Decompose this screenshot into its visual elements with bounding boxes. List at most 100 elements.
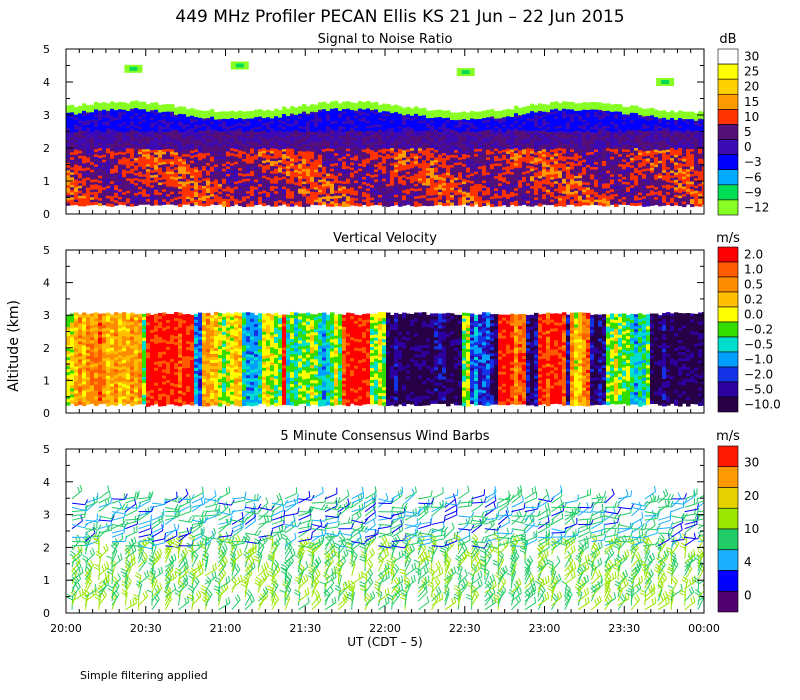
snr-cell bbox=[334, 145, 339, 149]
snr-cell bbox=[342, 141, 347, 145]
snr-cell bbox=[362, 151, 367, 155]
snr-cell bbox=[338, 160, 343, 164]
snr-cell bbox=[214, 144, 219, 148]
snr-cell bbox=[406, 146, 411, 150]
snr-cell bbox=[482, 183, 487, 187]
snr-cell bbox=[462, 164, 467, 168]
snr-cell bbox=[542, 119, 547, 123]
snr-cell bbox=[394, 107, 399, 111]
snr-cell bbox=[190, 113, 195, 117]
snr-cell bbox=[510, 156, 515, 160]
snr-cell bbox=[482, 138, 487, 142]
snr-cell bbox=[386, 203, 391, 207]
snr-cell bbox=[114, 192, 119, 196]
snr-cell bbox=[266, 139, 271, 143]
snr-cell bbox=[466, 180, 471, 184]
snr-cell bbox=[410, 130, 415, 134]
snr-cell bbox=[402, 117, 407, 121]
snr-cell bbox=[534, 127, 539, 131]
snr-cell bbox=[86, 157, 91, 161]
snr-cell bbox=[450, 130, 455, 134]
snr-cell bbox=[550, 167, 555, 171]
snr-cell bbox=[110, 153, 115, 157]
snr-cell bbox=[158, 112, 163, 116]
snr-cell bbox=[302, 199, 307, 203]
snr-cell bbox=[446, 172, 451, 176]
snr-cell bbox=[258, 154, 263, 158]
snr-cell bbox=[110, 123, 115, 127]
snr-cell bbox=[70, 157, 75, 161]
snr-cell bbox=[258, 121, 263, 125]
snr-cell bbox=[90, 174, 95, 178]
snr-cell bbox=[230, 153, 235, 157]
snr-cell bbox=[262, 160, 267, 164]
snr-cell bbox=[134, 145, 139, 149]
snr-cell bbox=[350, 150, 355, 154]
snr-cell bbox=[482, 125, 487, 129]
snr-cell bbox=[178, 133, 183, 137]
snr-cell bbox=[70, 167, 75, 171]
snr-cell bbox=[554, 138, 559, 142]
snr-cell bbox=[126, 153, 131, 157]
snr-cell bbox=[102, 187, 107, 191]
snr-cell bbox=[302, 181, 307, 185]
snr-cell bbox=[302, 154, 307, 158]
snr-cell bbox=[134, 177, 139, 181]
snr-cell bbox=[310, 171, 315, 175]
snr-cell bbox=[558, 145, 563, 149]
snr-cell bbox=[182, 199, 187, 203]
snr-cell bbox=[562, 146, 567, 150]
snr-cell bbox=[394, 144, 399, 148]
snr-cell bbox=[146, 159, 151, 163]
snr-cell bbox=[254, 109, 259, 113]
snr-cell bbox=[274, 118, 279, 122]
snr-cell bbox=[402, 130, 407, 134]
snr-cell bbox=[358, 118, 363, 122]
snr-cell bbox=[506, 203, 511, 207]
snr-cell bbox=[402, 145, 407, 149]
snr-cell bbox=[222, 198, 227, 202]
snr-cell bbox=[230, 148, 235, 152]
snr-cell bbox=[394, 129, 399, 133]
snr-cell bbox=[238, 150, 243, 154]
snr-cell bbox=[222, 196, 227, 200]
snr-cell bbox=[158, 155, 163, 159]
snr-cell bbox=[82, 128, 87, 132]
snr-cell bbox=[398, 178, 403, 182]
snr-cell bbox=[286, 141, 291, 145]
snr-cell bbox=[522, 151, 527, 155]
snr-cell bbox=[494, 168, 499, 172]
snr-cell bbox=[318, 114, 323, 118]
snr-cell bbox=[382, 126, 387, 130]
snr-cell bbox=[146, 116, 151, 120]
snr-cell bbox=[474, 174, 479, 178]
snr-cell bbox=[334, 110, 339, 114]
snr-cell bbox=[174, 147, 179, 151]
snr-cell bbox=[106, 145, 111, 149]
snr-cell bbox=[390, 143, 395, 147]
snr-cell bbox=[522, 174, 527, 178]
snr-cell bbox=[170, 131, 175, 135]
snr-cell bbox=[566, 124, 571, 128]
snr-cell bbox=[378, 177, 383, 181]
snr-cell bbox=[498, 135, 503, 139]
snr-cell bbox=[406, 174, 411, 178]
snr-cell bbox=[154, 192, 159, 196]
snr-cell bbox=[566, 111, 571, 115]
snr-cell bbox=[350, 175, 355, 179]
snr-cell bbox=[534, 132, 539, 136]
snr-cell bbox=[498, 148, 503, 152]
snr-cell bbox=[394, 167, 399, 171]
snr-cell bbox=[354, 140, 359, 144]
snr-cell bbox=[190, 148, 195, 152]
snr-cell bbox=[522, 139, 527, 143]
snr-cell bbox=[74, 117, 79, 121]
snr-cell bbox=[254, 164, 259, 168]
snr-cell bbox=[446, 132, 451, 136]
snr-cell bbox=[534, 154, 539, 158]
snr-cell bbox=[250, 143, 255, 147]
snr-cell bbox=[410, 150, 415, 154]
snr-cell bbox=[346, 176, 351, 180]
snr-cell bbox=[302, 121, 307, 125]
snr-cell bbox=[182, 121, 187, 125]
